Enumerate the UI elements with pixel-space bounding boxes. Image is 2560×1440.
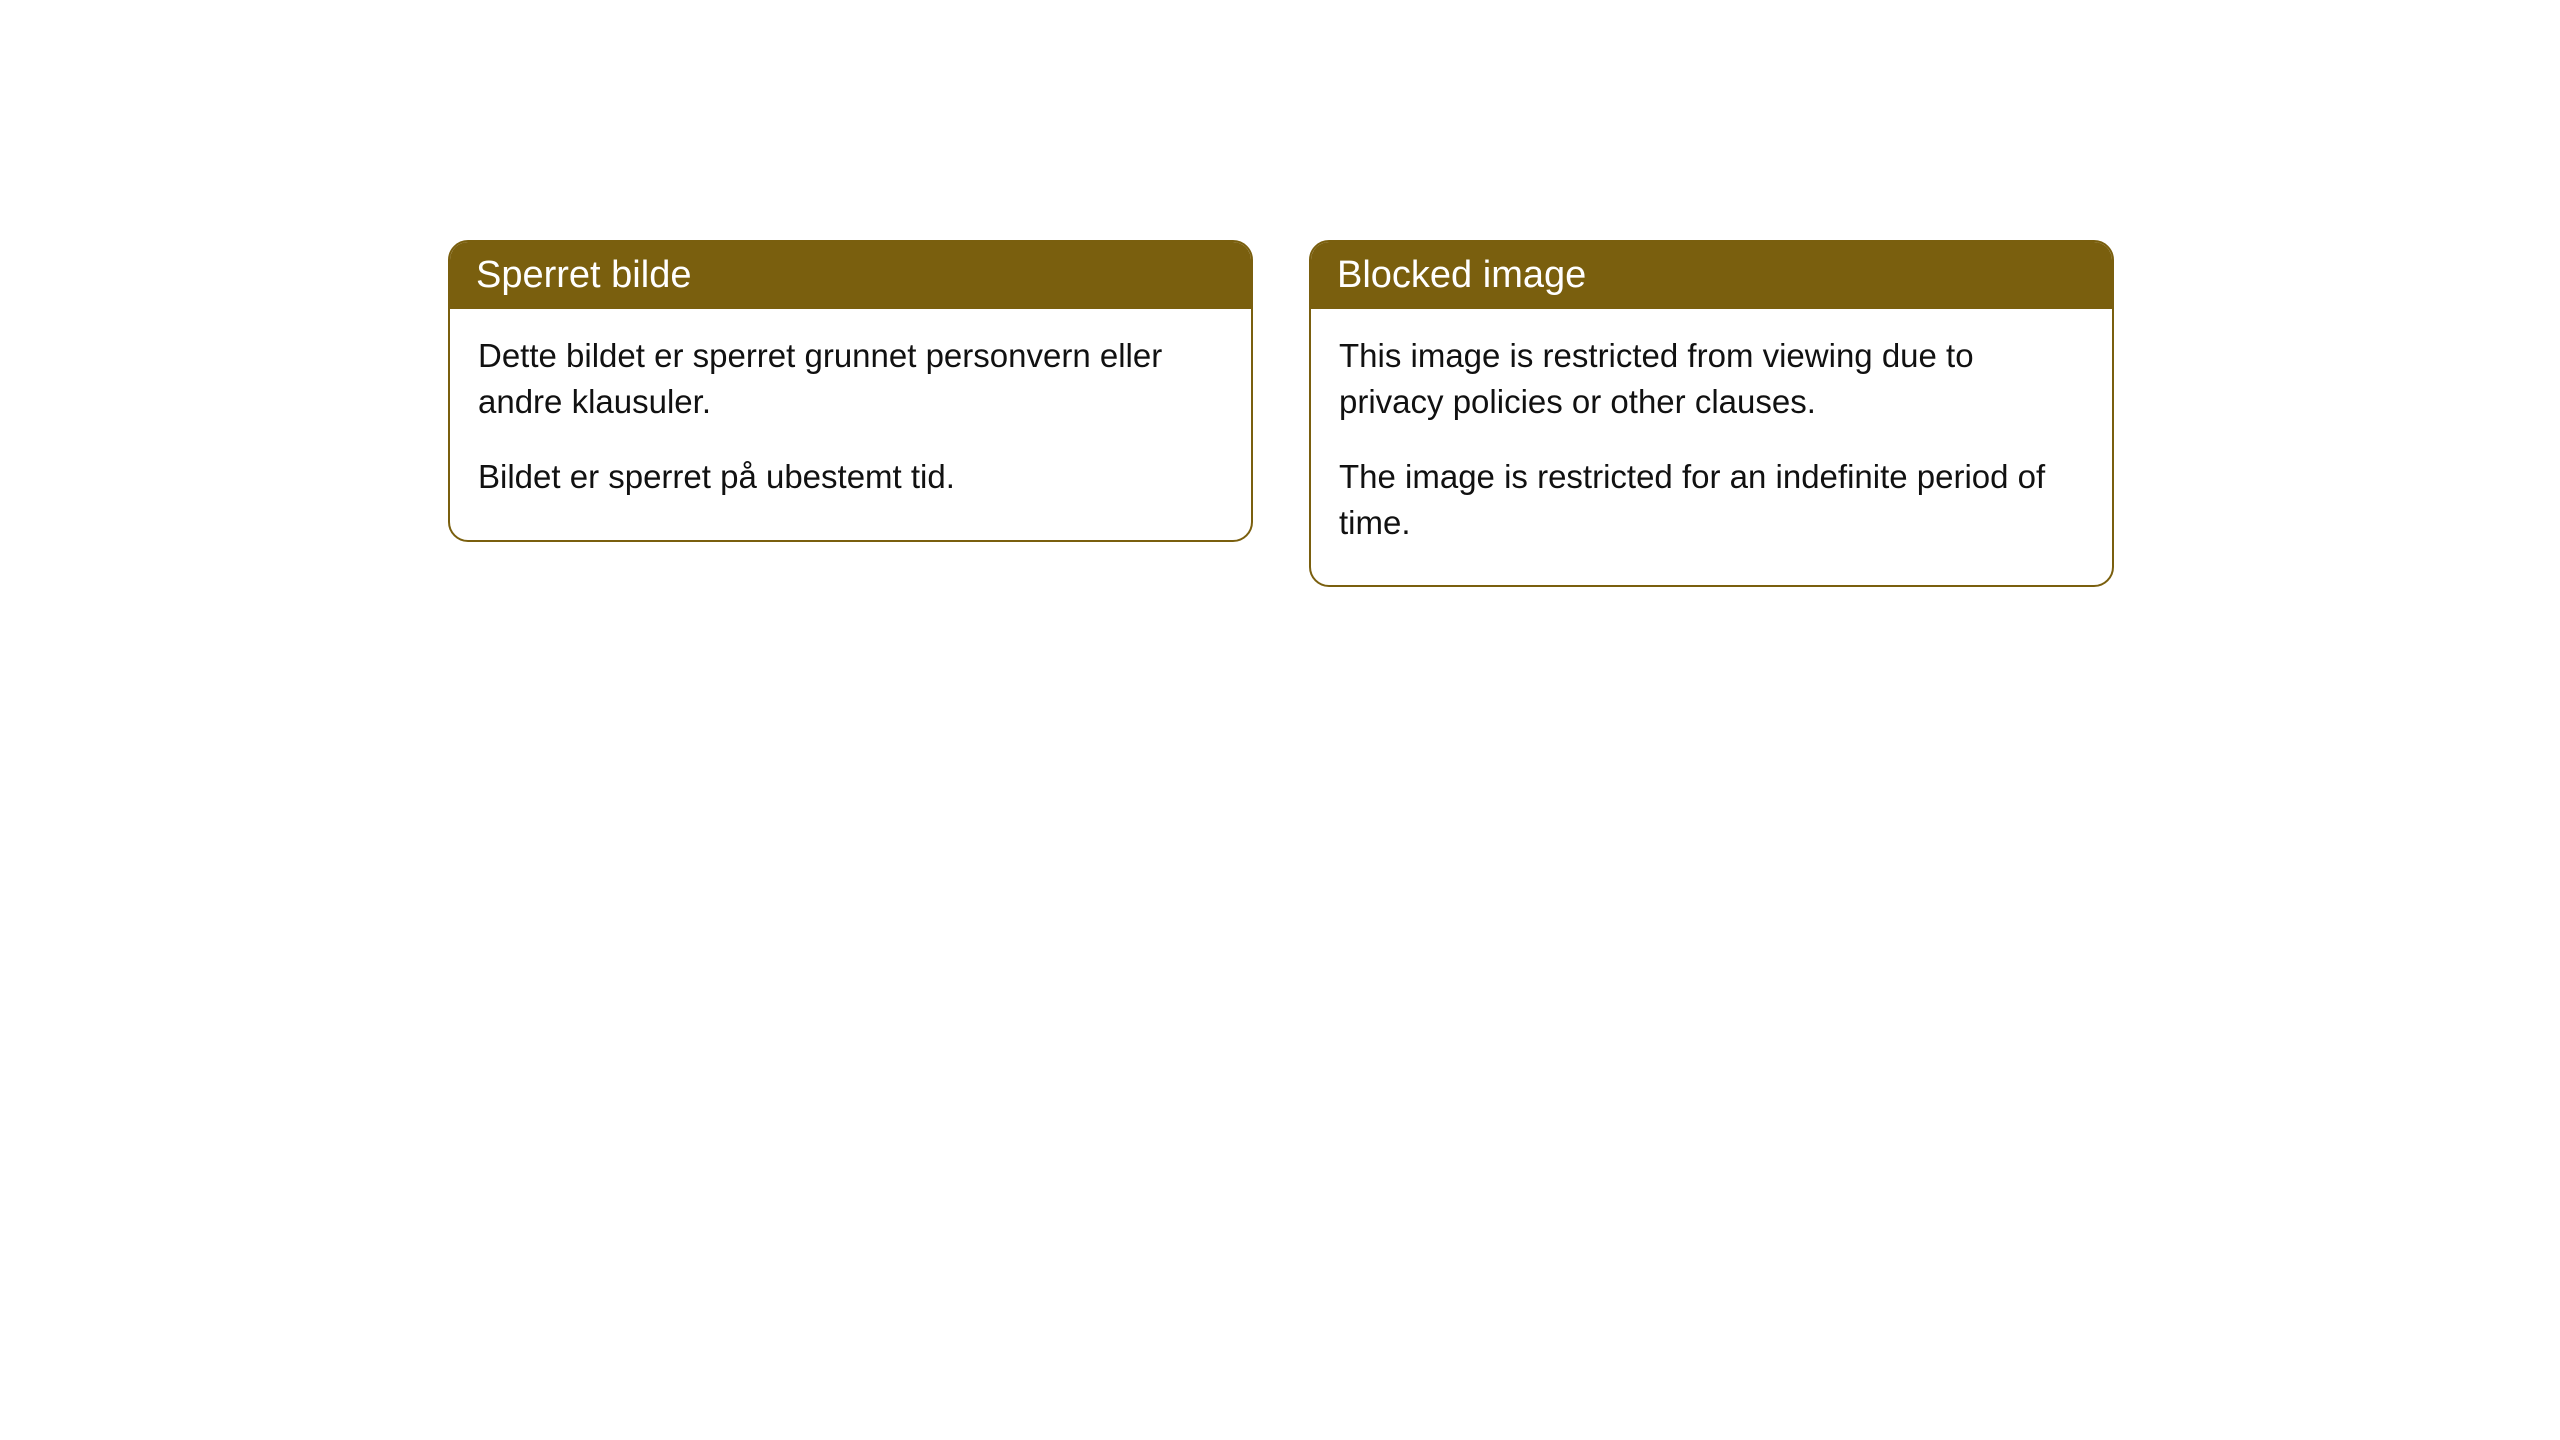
card-body: This image is restricted from viewing du… <box>1311 309 2112 585</box>
card-title: Sperret bilde <box>476 254 691 296</box>
card-paragraph: Dette bildet er sperret grunnet personve… <box>478 333 1223 424</box>
card-body: Dette bildet er sperret grunnet personve… <box>450 309 1251 540</box>
card-paragraph: Bildet er sperret på ubestemt tid. <box>478 454 1223 500</box>
blocked-image-card-english: Blocked image This image is restricted f… <box>1309 240 2114 587</box>
card-title: Blocked image <box>1337 254 1586 296</box>
blocked-image-card-norwegian: Sperret bilde Dette bildet er sperret gr… <box>448 240 1253 542</box>
card-header: Blocked image <box>1311 242 2112 309</box>
card-paragraph: This image is restricted from viewing du… <box>1339 333 2084 424</box>
card-paragraph: The image is restricted for an indefinit… <box>1339 454 2084 545</box>
card-header: Sperret bilde <box>450 242 1251 309</box>
